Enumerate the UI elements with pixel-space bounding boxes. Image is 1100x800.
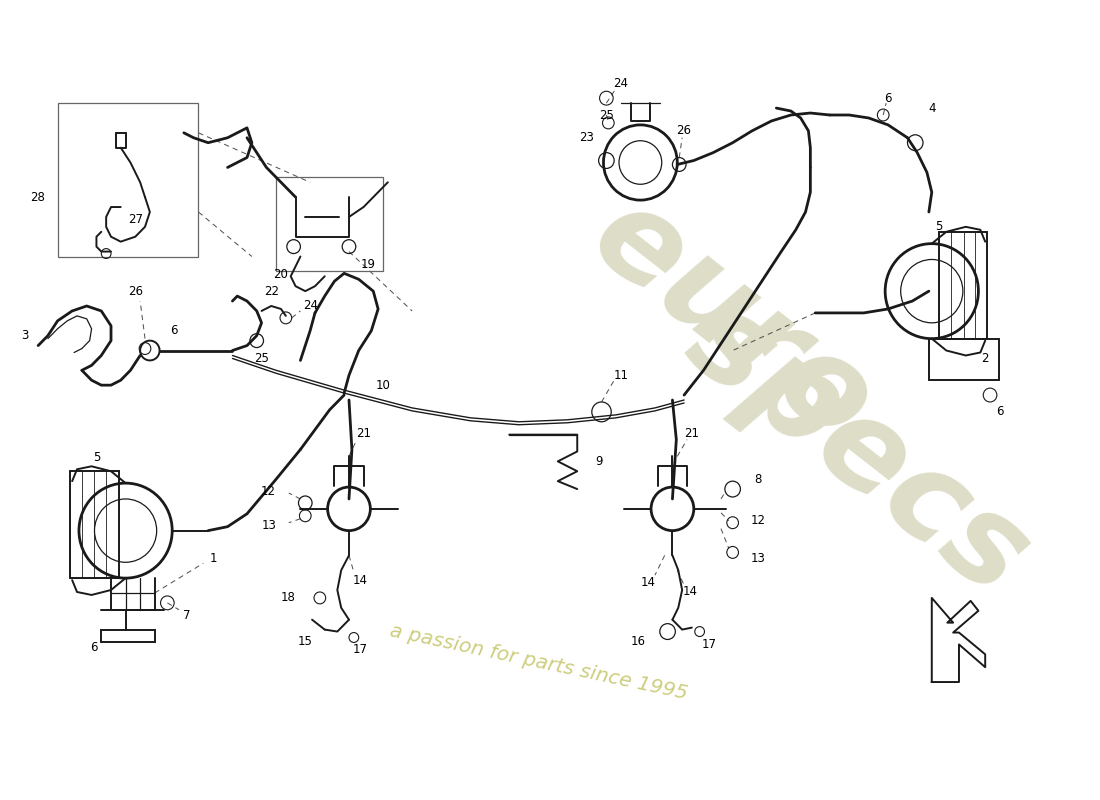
Text: 17: 17 xyxy=(702,638,717,651)
Text: 11: 11 xyxy=(614,369,628,382)
Text: a passion for parts since 1995: a passion for parts since 1995 xyxy=(387,622,689,703)
Text: 27: 27 xyxy=(128,214,143,226)
Text: 26: 26 xyxy=(676,124,692,138)
Text: 21: 21 xyxy=(684,427,700,440)
Text: 7: 7 xyxy=(183,610,190,622)
Text: 3: 3 xyxy=(21,329,29,342)
Text: 25: 25 xyxy=(254,352,270,365)
Text: 13: 13 xyxy=(262,519,276,532)
Text: 14: 14 xyxy=(640,575,656,589)
Text: 4: 4 xyxy=(928,102,935,114)
Text: 24: 24 xyxy=(302,299,318,313)
Text: 2: 2 xyxy=(981,352,989,365)
Text: 17: 17 xyxy=(353,643,369,656)
Text: 21: 21 xyxy=(356,427,371,440)
Text: 12: 12 xyxy=(750,514,766,527)
Text: 6: 6 xyxy=(884,92,892,105)
Bar xyxy=(70,471,119,578)
Text: 6: 6 xyxy=(996,406,1003,418)
Text: 19: 19 xyxy=(361,258,376,271)
Text: 8: 8 xyxy=(755,473,761,486)
Text: 6: 6 xyxy=(170,324,178,338)
Text: 12: 12 xyxy=(261,485,276,498)
Text: 23: 23 xyxy=(580,131,594,144)
Text: specs: specs xyxy=(666,279,1053,619)
Text: 28: 28 xyxy=(30,190,45,204)
Text: 20: 20 xyxy=(274,268,288,281)
Text: 1: 1 xyxy=(209,552,217,565)
Bar xyxy=(928,338,999,380)
Text: 18: 18 xyxy=(280,591,296,605)
Bar xyxy=(276,178,383,271)
Bar xyxy=(57,103,198,257)
Text: 6: 6 xyxy=(90,641,97,654)
Text: 14: 14 xyxy=(353,574,369,586)
Text: 5: 5 xyxy=(92,451,100,464)
Polygon shape xyxy=(932,598,986,682)
Text: euro: euro xyxy=(569,174,896,467)
Text: 5: 5 xyxy=(935,220,943,234)
Text: 26: 26 xyxy=(128,285,143,298)
Text: 13: 13 xyxy=(750,552,766,565)
Bar xyxy=(938,232,987,338)
Text: 22: 22 xyxy=(264,285,278,298)
Text: 9: 9 xyxy=(595,455,603,468)
Text: 14: 14 xyxy=(682,586,697,598)
Text: 25: 25 xyxy=(598,109,614,122)
Text: 16: 16 xyxy=(631,635,646,648)
Text: 24: 24 xyxy=(614,77,628,90)
Text: 15: 15 xyxy=(298,635,312,648)
Text: 10: 10 xyxy=(375,378,390,392)
